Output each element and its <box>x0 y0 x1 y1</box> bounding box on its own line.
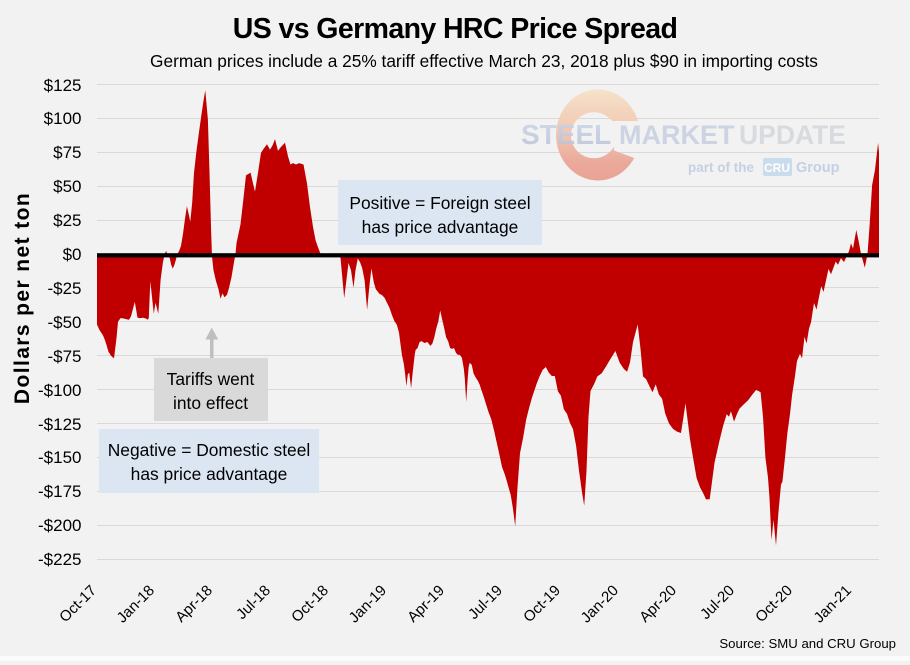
svg-text:UPDATE: UPDATE <box>739 120 846 150</box>
svg-text:part of the: part of the <box>688 160 754 175</box>
svg-text:Dollars per net ton: Dollars per net ton <box>11 192 34 404</box>
svg-text:Group: Group <box>796 160 840 176</box>
svg-text:CRU: CRU <box>764 161 790 175</box>
svg-text:STEEL: STEEL <box>521 119 611 150</box>
svg-text:MARKET: MARKET <box>619 120 735 150</box>
